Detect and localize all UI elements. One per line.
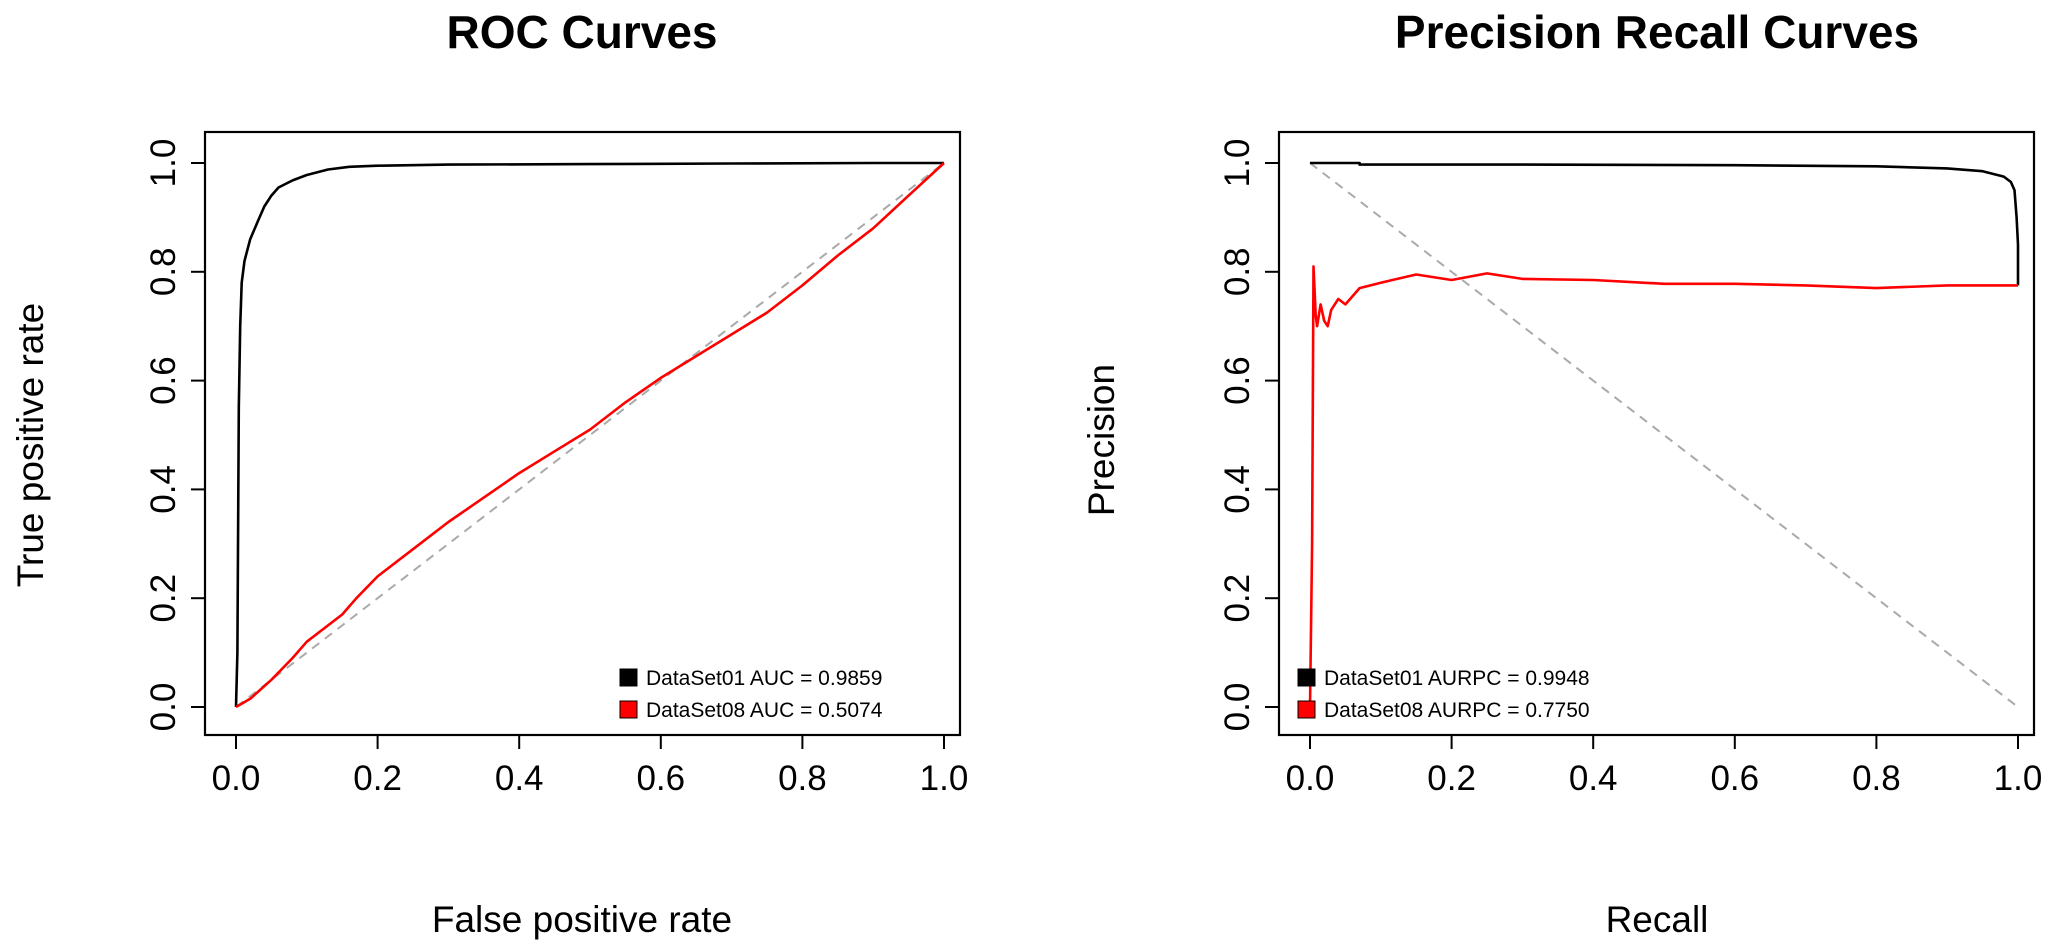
pr-x-tick-label: 0.6 [1710, 759, 1759, 798]
pr-legend: DataSet01 AURPC = 0.9948 DataSet08 AURPC… [1297, 667, 1590, 722]
roc-y-tick-label: 1.0 [144, 139, 183, 188]
pr-y-tick-label: 0.6 [1218, 356, 1257, 405]
roc-x-tick-label: 0.4 [495, 759, 544, 798]
roc-y-tick-label: 0.6 [144, 356, 183, 405]
pr-series-line-0 [1310, 161, 2020, 286]
roc-panel: ROC Curves False positive rate True posi… [10, 6, 968, 940]
pr-x-axis-label: Recall [1606, 899, 1709, 940]
pr-series [1308, 161, 2020, 708]
roc-x-tick-label: 0.8 [778, 759, 827, 798]
roc-y-axis-label: True positive rate [10, 303, 51, 587]
pr-legend-swatch-0 [1297, 668, 1316, 687]
pr-plot-frame [1277, 130, 2036, 737]
roc-legend-label-0: DataSet01 AUC = 0.9859 [646, 667, 882, 690]
pr-y-axis-label: Precision [1081, 364, 1122, 516]
pr-title: Precision Recall Curves [1395, 6, 1919, 58]
roc-x-tick-label: 0.0 [212, 759, 261, 798]
pr-y-tick-label: 1.0 [1218, 139, 1257, 188]
roc-x-tick-label: 0.6 [636, 759, 685, 798]
roc-series [234, 161, 945, 709]
pr-y-tick-label: 0.8 [1218, 247, 1257, 296]
pr-legend-label-1: DataSet08 AURPC = 0.7750 [1324, 699, 1590, 722]
pr-x-tick-label: 0.2 [1427, 759, 1476, 798]
roc-x-axis-label: False positive rate [432, 899, 732, 940]
roc-series-line-1 [235, 162, 945, 709]
roc-plot-frame [203, 130, 962, 737]
roc-x-tick-label: 1.0 [920, 759, 969, 798]
roc-reference-line [235, 162, 945, 708]
roc-legend-swatch-1 [619, 700, 638, 719]
roc-legend-swatch-0 [619, 668, 638, 687]
pr-x-tick-label: 0.0 [1286, 759, 1335, 798]
roc-y-tick-label: 0.4 [144, 465, 183, 514]
pr-legend-swatch-1 [1297, 700, 1316, 719]
roc-y-tick-label: 0.0 [144, 683, 183, 732]
roc-y-tick-label: 0.8 [144, 247, 183, 296]
pr-reference-line [1309, 162, 2019, 708]
roc-series-line-0 [234, 161, 944, 708]
pr-y-tick-label: 0.2 [1218, 574, 1257, 623]
pr-axes: 0.0 0.2 0.4 0.6 0.8 1.0 0.0 0.2 0.4 0.6 0.8 1.0 [1218, 139, 2042, 798]
pr-y-tick-label: 0.0 [1218, 683, 1257, 732]
pr-x-tick-label: 0.4 [1569, 759, 1618, 798]
roc-y-tick-label: 0.2 [144, 574, 183, 623]
roc-legend-label-1: DataSet08 AUC = 0.5074 [646, 699, 883, 722]
pr-y-tick-label: 0.4 [1218, 465, 1257, 514]
roc-legend: DataSet01 AUC = 0.9859 DataSet08 AUC = 0… [619, 667, 883, 722]
pr-legend-label-0: DataSet01 AURPC = 0.9948 [1324, 667, 1590, 690]
roc-axes: 0.0 0.2 0.4 0.6 0.8 1.0 0.0 0.2 0.4 0.6 0.8 1.0 [144, 139, 968, 798]
roc-x-tick-label: 0.2 [353, 759, 402, 798]
pr-panel: Precision Recall Curves Recall Precision… [1081, 6, 2042, 940]
pr-x-tick-label: 0.8 [1852, 759, 1901, 798]
roc-title: ROC Curves [447, 6, 718, 58]
pr-x-tick-label: 1.0 [1994, 759, 2043, 798]
pr-series-line-1 [1308, 265, 2018, 708]
